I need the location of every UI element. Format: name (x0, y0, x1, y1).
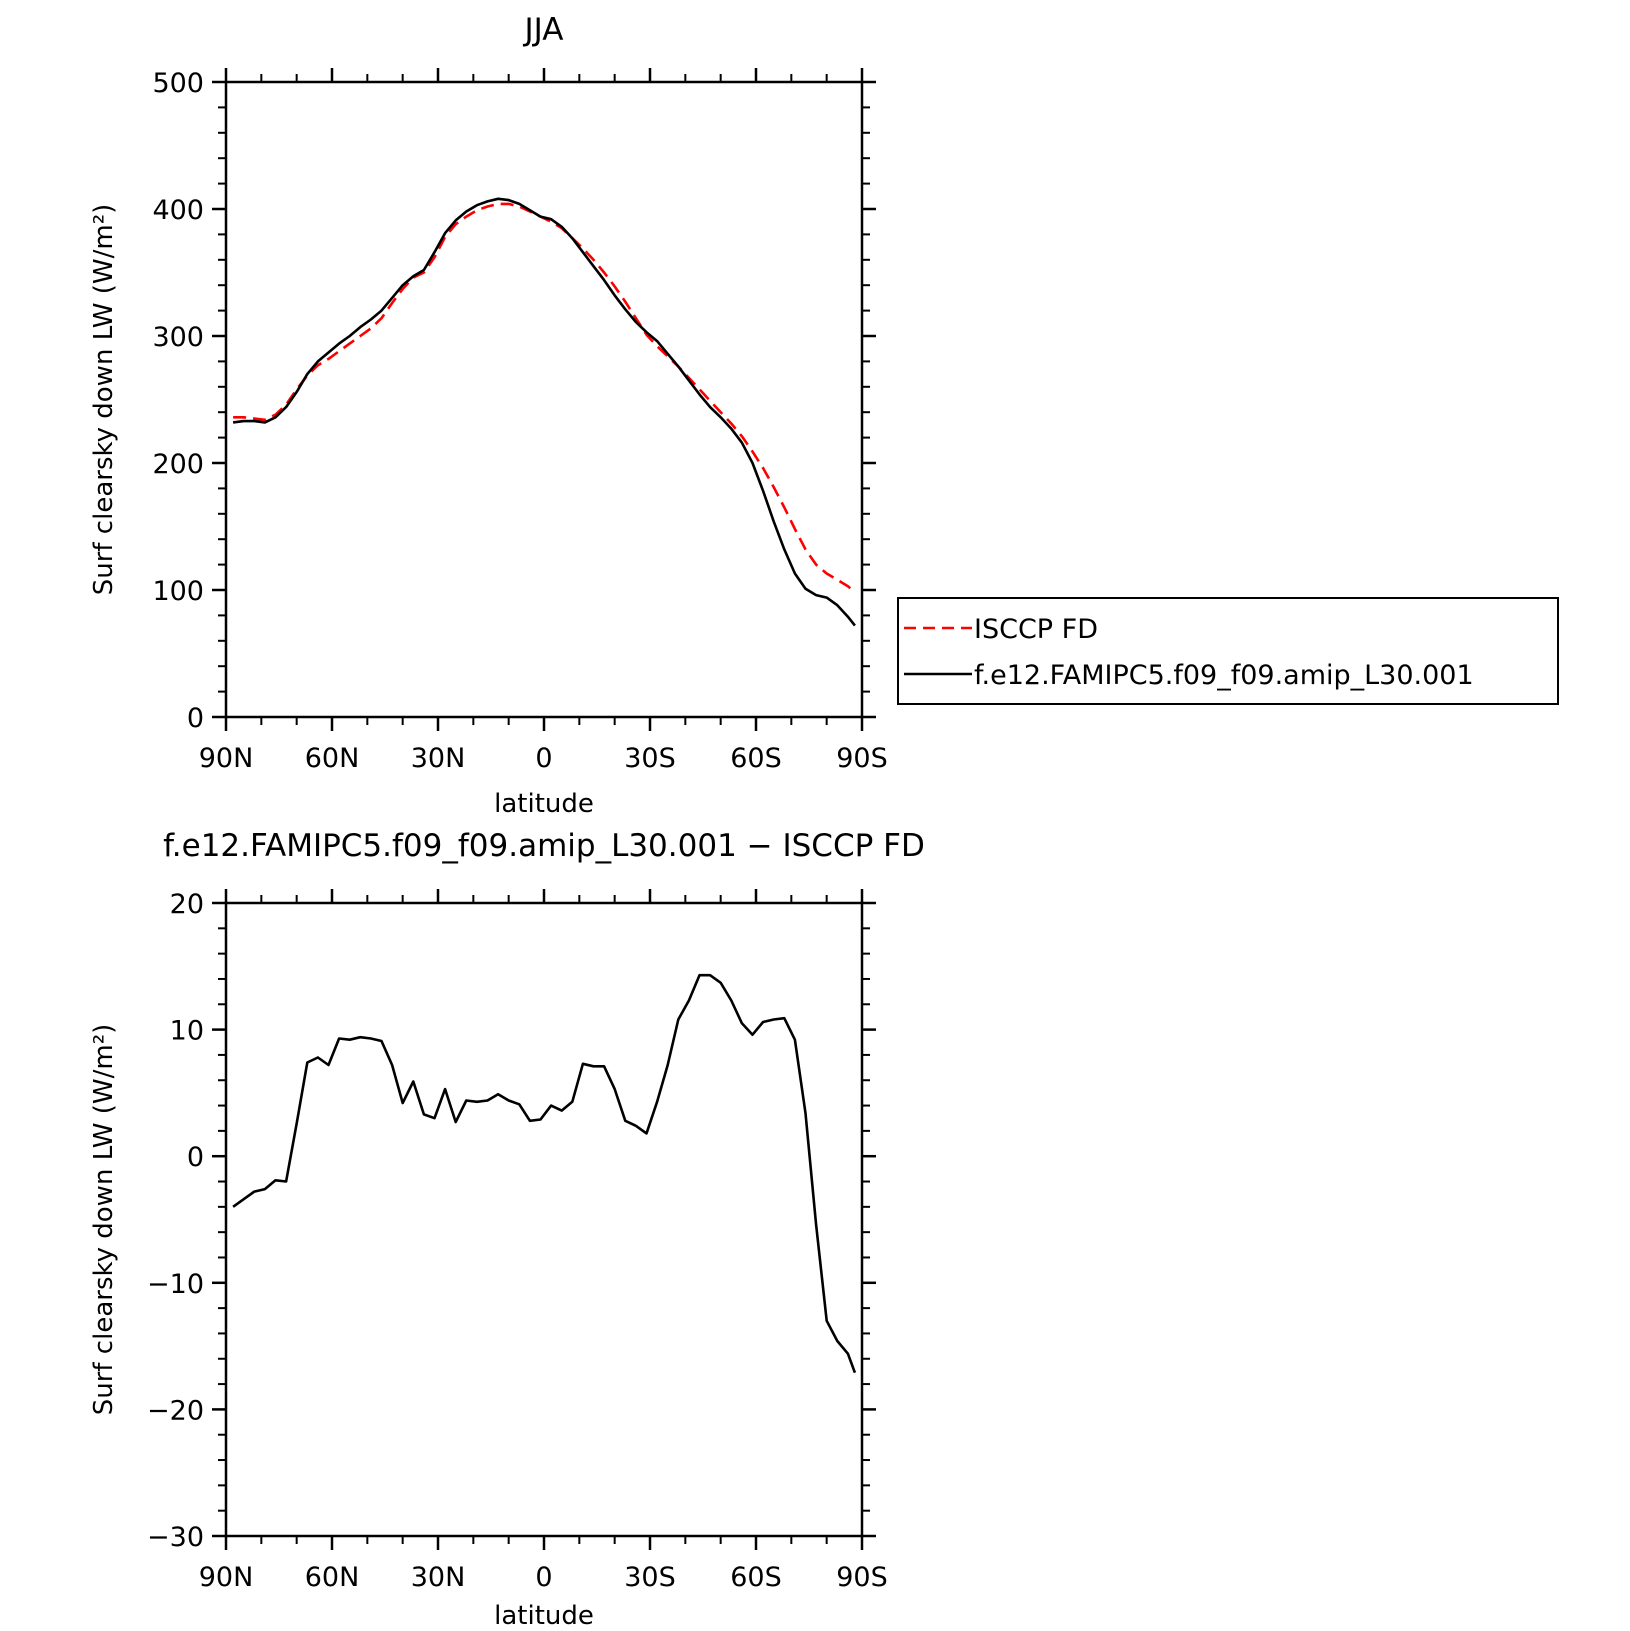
y-tick-label: 300 (152, 322, 204, 353)
y-tick-label: 0 (187, 1142, 204, 1173)
x-tick-label: 60S (730, 743, 782, 774)
x-tick-label: 90N (199, 743, 254, 774)
y-tick-label: 400 (152, 195, 204, 226)
legend-box (897, 597, 1559, 705)
x-tick-label: 90S (836, 743, 888, 774)
legend-label-isccp: ISCCP FD (974, 614, 1098, 645)
x-tick-label: 90S (836, 1562, 888, 1593)
top-plot-series (232, 197, 856, 627)
y-tick-label: −20 (147, 1395, 204, 1426)
x-tick-label: 60N (305, 743, 360, 774)
y-tick-label: 20 (170, 889, 204, 920)
bottom-plot-title: f.e12.FAMIPC5.f09_f09.amip_L30.001 − ISC… (163, 828, 925, 864)
series-line-0-0 (233, 202, 856, 594)
legend-label-model: f.e12.FAMIPC5.f09_f09.amip_L30.001 (974, 660, 1474, 691)
y-tick-label: −30 (147, 1522, 204, 1553)
x-tick-label: 0 (535, 1562, 552, 1593)
bottom-plot-xlabel: latitude (494, 1601, 594, 1631)
y-tick-label: 200 (152, 449, 204, 480)
x-tick-label: 30S (624, 1562, 676, 1593)
bottom-plot-series (232, 973, 857, 1374)
bottom-plot-ylabel: Surf clearsky down LW (W/m²) (89, 1024, 119, 1416)
top-plot-ticks: 90N 60N 30N 0 30S 60S 90S 0 100 200 300 400 500 (152, 68, 888, 774)
bottom-plot-frame (224, 901, 864, 1538)
x-tick-label: 60N (305, 1562, 360, 1593)
x-tick-label: 30N (411, 1562, 466, 1593)
series-line-0-1 (232, 197, 856, 627)
x-tick-label: 30N (411, 743, 466, 774)
top-plot-xlabel: latitude (494, 789, 594, 819)
bottom-plot: f.e12.FAMIPC5.f09_f09.amip_L30.001 − ISC… (89, 828, 925, 1631)
x-tick-label: 60S (730, 1562, 782, 1593)
y-tick-label: 0 (187, 703, 204, 734)
y-tick-label: 10 (170, 1016, 204, 1047)
top-plot: JJA latitude Surf clearsky down LW (W/m²… (89, 12, 888, 819)
x-tick-label: 30S (624, 743, 676, 774)
y-tick-label: 100 (152, 576, 204, 607)
top-plot-ylabel: Surf clearsky down LW (W/m²) (89, 204, 119, 596)
top-plot-title: JJA (523, 12, 564, 48)
legend: ISCCP FD f.e12.FAMIPC5.f09_f09.amip_L30.… (897, 597, 1559, 705)
x-tick-label: 0 (535, 743, 552, 774)
bottom-plot-ticks: 90N 60N 30N 0 30S 60S 90S −30 −20 −10 0 10 20 (147, 889, 888, 1593)
series-line-1-0 (232, 973, 857, 1374)
x-tick-label: 90N (199, 1562, 254, 1593)
y-tick-label: 500 (152, 68, 204, 99)
top-plot-frame (224, 80, 864, 719)
y-tick-label: −10 (147, 1269, 204, 1300)
